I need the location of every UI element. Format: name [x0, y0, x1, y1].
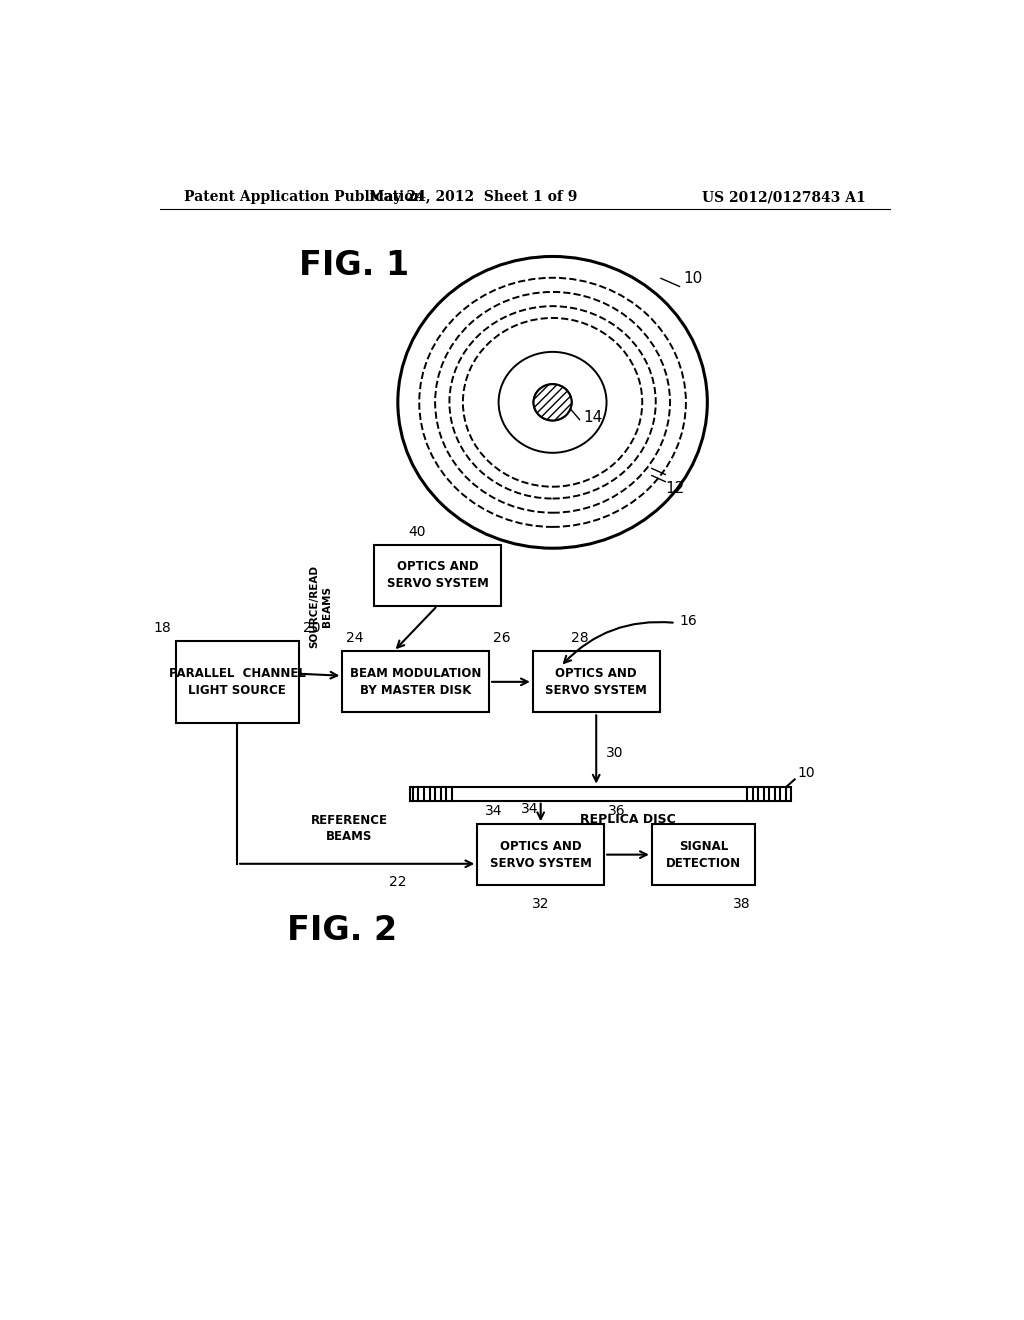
Text: PARALLEL  CHANNEL
LIGHT SOURCE: PARALLEL CHANNEL LIGHT SOURCE — [169, 667, 305, 697]
Text: 36: 36 — [608, 804, 626, 818]
Text: 34: 34 — [485, 804, 503, 818]
Text: 10: 10 — [684, 271, 702, 286]
Text: FIG. 2: FIG. 2 — [287, 915, 397, 948]
Text: SOURCE/READ
BEAMS: SOURCE/READ BEAMS — [309, 565, 332, 648]
Text: Patent Application Publication: Patent Application Publication — [183, 190, 423, 205]
Ellipse shape — [534, 384, 571, 421]
Text: BEAM MODULATION
BY MASTER DISK: BEAM MODULATION BY MASTER DISK — [350, 667, 481, 697]
Text: 12: 12 — [666, 482, 684, 496]
Text: 40: 40 — [409, 524, 426, 539]
Text: 10: 10 — [797, 767, 815, 780]
FancyBboxPatch shape — [176, 642, 299, 722]
Text: 22: 22 — [389, 875, 407, 890]
FancyBboxPatch shape — [374, 545, 501, 606]
FancyBboxPatch shape — [532, 651, 659, 713]
Bar — [410, 787, 791, 801]
Text: May 24, 2012  Sheet 1 of 9: May 24, 2012 Sheet 1 of 9 — [369, 190, 578, 205]
Text: OPTICS AND
SERVO SYSTEM: OPTICS AND SERVO SYSTEM — [387, 560, 488, 590]
Text: US 2012/0127843 A1: US 2012/0127843 A1 — [702, 190, 866, 205]
Text: 24: 24 — [346, 631, 364, 645]
Text: REPLICA DISC: REPLICA DISC — [580, 813, 676, 826]
Text: 34: 34 — [521, 801, 539, 816]
Text: 20: 20 — [303, 622, 321, 635]
Text: 38: 38 — [733, 898, 751, 911]
FancyBboxPatch shape — [477, 824, 604, 886]
Text: OPTICS AND
SERVO SYSTEM: OPTICS AND SERVO SYSTEM — [546, 667, 647, 697]
Text: FIG. 1: FIG. 1 — [299, 248, 410, 281]
Text: OPTICS AND
SERVO SYSTEM: OPTICS AND SERVO SYSTEM — [489, 840, 592, 870]
Text: 16: 16 — [680, 614, 697, 628]
Text: SIGNAL
DETECTION: SIGNAL DETECTION — [666, 840, 741, 870]
FancyBboxPatch shape — [652, 824, 755, 886]
Text: 30: 30 — [606, 746, 624, 760]
Text: 32: 32 — [531, 898, 550, 911]
Text: 28: 28 — [570, 631, 588, 645]
Text: 26: 26 — [494, 631, 511, 645]
Text: 18: 18 — [154, 622, 172, 635]
FancyBboxPatch shape — [342, 651, 489, 713]
Text: 14: 14 — [584, 411, 603, 425]
Ellipse shape — [534, 384, 571, 421]
Text: REFERENCE
BEAMS: REFERENCE BEAMS — [310, 814, 388, 843]
